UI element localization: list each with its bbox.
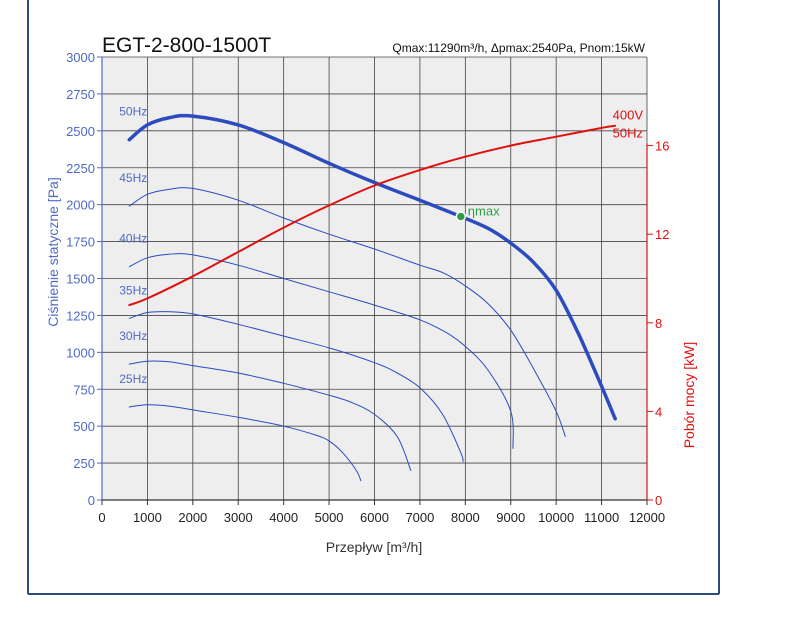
series-line-45hz [128, 187, 566, 437]
x-tick-label: 11000 [584, 510, 619, 525]
power-series-label: 400V [613, 108, 644, 123]
x-tick-label: 7000 [405, 510, 434, 525]
curve-label-50hz: 50Hz [119, 105, 147, 119]
power-series-label: 50Hz [613, 126, 643, 141]
y2-tick-label: 16 [655, 139, 669, 154]
x-tick-label: 1000 [133, 510, 162, 525]
x-tick-label: 8000 [451, 510, 480, 525]
y-tick-label: 1000 [66, 345, 95, 360]
y-axis-label: Ciśnienie statyczne [Pa] [45, 177, 61, 326]
x-axis-label: Przepływ [m³/h] [326, 539, 422, 555]
curve-label-25hz: 25Hz [119, 372, 147, 386]
series-line-40hz [128, 253, 514, 449]
chart-title: EGT-2-800-1500T [102, 34, 271, 57]
y-tick-label: 750 [73, 382, 95, 397]
y2-tick-label: 4 [655, 404, 662, 419]
x-tick-label: 6000 [360, 510, 389, 525]
grid-lines [101, 56, 648, 501]
series-line-50hz [127, 113, 617, 421]
x-tick-label: 4000 [269, 510, 298, 525]
efficiency-max-marker [455, 211, 467, 222]
y-tick-label: 250 [73, 456, 95, 471]
y2-tick-label: 12 [655, 227, 669, 242]
x-tick-label: 5000 [315, 510, 344, 525]
series-line-30hz [128, 360, 412, 471]
series-line-35hz [128, 311, 464, 463]
x-tick-label: 0 [98, 510, 105, 525]
x-tick-label: 12000 [629, 510, 665, 525]
y-tick-label: 0 [88, 493, 95, 508]
y-tick-label: 1750 [66, 235, 95, 250]
y-tick-label: 2500 [66, 124, 95, 139]
y-tick-label: 1500 [66, 272, 95, 287]
y-tick-label: 3000 [66, 50, 95, 65]
curve-label-35hz: 35Hz [119, 283, 147, 297]
curve-labels: 50Hz 45Hz 40Hz 35Hz 30Hz 25Hz 400V 50Hz ηmax [119, 105, 643, 386]
x-tick-label: 2000 [178, 510, 207, 525]
y2-tick-label: 8 [655, 316, 662, 331]
x-tick-label: 10000 [538, 510, 574, 525]
curve-label-45hz: 45Hz [119, 171, 147, 185]
y2-axis-label: Pobór mocy [kW] [681, 342, 697, 449]
series-line-400v-50hz [128, 124, 617, 307]
x-tick-label: 9000 [496, 510, 525, 525]
tick-labels: 0 1000 2000 3000 4000 5000 6000 7000 8000 9000 100… [66, 50, 669, 525]
y-tick-label: 2000 [66, 198, 95, 213]
series-line-25hz [128, 404, 362, 482]
efficiency-max-label: ηmax [468, 203, 500, 218]
series-group [127, 113, 617, 482]
y-tick-label: 2250 [66, 161, 95, 176]
curve-label-30hz: 30Hz [119, 329, 147, 343]
curve-label-40hz: 40Hz [119, 232, 147, 246]
y-tick-label: 500 [73, 419, 95, 434]
x-tick-label: 3000 [224, 510, 253, 525]
y-tick-label: 1250 [66, 308, 95, 323]
y-tick-label: 2750 [66, 87, 95, 102]
y2-tick-label: 0 [655, 493, 662, 508]
chart-subtitle: Qmax:11290m³/h, Δpmax:2540Pa, Pnom:15kW [392, 41, 645, 55]
